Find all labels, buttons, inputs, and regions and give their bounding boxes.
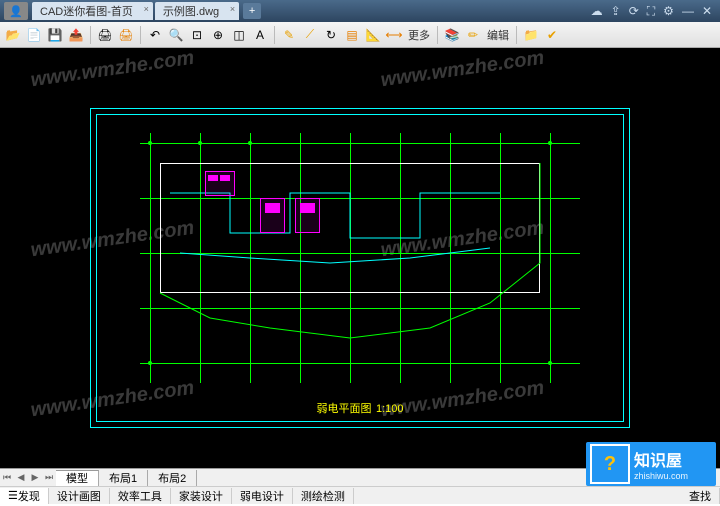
layout-tab-2[interactable]: 布局2 <box>148 470 197 486</box>
grid-line <box>140 308 580 309</box>
undo-button[interactable]: ↶ <box>146 26 164 44</box>
drawing-title: 弱电平面图 1:100 <box>317 400 404 416</box>
status-tab-tools[interactable]: 效率工具 <box>110 488 171 504</box>
nav-next-button[interactable]: ▶ <box>28 471 42 485</box>
line-icon[interactable]: ⟋ <box>301 26 319 44</box>
grid-point <box>148 141 152 145</box>
separator <box>437 26 438 44</box>
layers-icon[interactable]: 📚 <box>443 26 461 44</box>
title-bar: 👤 CAD迷你看图-首页 × 示例图.dwg × + ☁ ⇪ ⟳ ⛶ ⚙ — ✕ <box>0 0 720 22</box>
folder-icon[interactable]: 📁 <box>522 26 540 44</box>
text-button[interactable]: A <box>251 26 269 44</box>
pan-button[interactable]: ⊕ <box>209 26 227 44</box>
new-button[interactable]: 📄 <box>25 26 43 44</box>
equipment-icon <box>220 175 230 181</box>
grid-line <box>550 133 551 383</box>
add-tab-button[interactable]: + <box>243 3 261 19</box>
status-bar: ☰ 发现 设计画图 效率工具 家装设计 弱电设计 测绘检测 查找 <box>0 486 720 504</box>
edit-icon[interactable]: ✏ <box>464 26 482 44</box>
brand-title: 知识屋 <box>634 447 688 471</box>
tab-label: CAD迷你看图-首页 <box>40 3 133 19</box>
export-button[interactable]: 📤 <box>67 26 85 44</box>
fullscreen-icon[interactable]: ⛶ <box>647 4 655 19</box>
layer-icon[interactable]: ▤ <box>343 26 361 44</box>
status-tab-discover[interactable]: ☰ 发现 <box>0 488 49 504</box>
print-button[interactable]: 🖨 <box>96 26 114 44</box>
status-tab-design[interactable]: 设计画图 <box>49 488 110 504</box>
equipment-icon <box>265 203 280 213</box>
nav-last-button[interactable]: ⏭ <box>42 471 56 485</box>
layout-tab-1[interactable]: 布局1 <box>99 470 148 486</box>
share-icon[interactable]: ⇪ <box>611 4 621 19</box>
zoom-in-button[interactable]: 🔍 <box>167 26 185 44</box>
nav-first-button[interactable]: ⏮ <box>0 471 14 485</box>
tab-home[interactable]: CAD迷你看图-首页 × <box>32 2 153 20</box>
dimension-icon[interactable]: ⟷ <box>385 26 403 44</box>
minimize-icon[interactable]: — <box>682 4 694 19</box>
pencil-icon[interactable]: ✎ <box>280 26 298 44</box>
redo-icon[interactable]: ↻ <box>322 26 340 44</box>
window-controls: ☁ ⇪ ⟳ ⛶ ⚙ — ✕ <box>591 4 720 19</box>
separator <box>274 26 275 44</box>
grid-point <box>548 141 552 145</box>
brand-icon: ? <box>590 444 630 484</box>
status-tab-survey[interactable]: 测绘检测 <box>293 488 354 504</box>
layout-tab-model[interactable]: 模型 <box>56 470 99 486</box>
cloud-icon[interactable]: ☁ <box>591 4 603 19</box>
user-avatar-icon[interactable]: 👤 <box>4 2 28 20</box>
grid-point <box>148 361 152 365</box>
separator <box>140 26 141 44</box>
close-icon[interactable]: ✕ <box>702 4 712 19</box>
watermark: www.wmzhe.com <box>379 48 545 92</box>
grid-point <box>198 141 202 145</box>
separator <box>90 26 91 44</box>
grid-line <box>140 363 580 364</box>
toolbar: 📂 📄 💾 📤 🖨 🖨 ↶ 🔍 ⊡ ⊕ ◫ A ✎ ⟋ ↻ ▤ 📐 ⟷ 更多 📚… <box>0 22 720 48</box>
separator <box>516 26 517 44</box>
status-search[interactable]: 查找 <box>681 488 720 504</box>
close-icon[interactable]: × <box>144 4 149 14</box>
status-tab-home[interactable]: 家装设计 <box>171 488 232 504</box>
grid-line <box>140 143 580 144</box>
settings-icon[interactable]: ⚙ <box>663 4 674 19</box>
status-tab-elec[interactable]: 弱电设计 <box>232 488 293 504</box>
check-icon[interactable]: ✔ <box>543 26 561 44</box>
edit-label[interactable]: 编辑 <box>485 27 511 43</box>
measure-icon[interactable]: 📐 <box>364 26 382 44</box>
select-button[interactable]: ◫ <box>230 26 248 44</box>
open-button[interactable]: 📂 <box>4 26 22 44</box>
grid-point <box>548 361 552 365</box>
drawing-canvas[interactable]: www.wmzhe.com www.wmzhe.com www.wmzhe.co… <box>0 48 720 468</box>
save-button[interactable]: 💾 <box>46 26 64 44</box>
close-icon[interactable]: × <box>230 4 235 14</box>
grid-line <box>150 133 151 383</box>
print-preview-button[interactable]: 🖨 <box>117 26 135 44</box>
brand-url: zhishiwu.com <box>634 471 688 481</box>
equipment-icon <box>300 203 315 213</box>
refresh-icon[interactable]: ⟳ <box>629 4 639 19</box>
zoom-fit-button[interactable]: ⊡ <box>188 26 206 44</box>
equipment-icon <box>208 175 218 181</box>
tab-label: 示例图.dwg <box>163 3 219 19</box>
brand-overlay: ? 知识屋 zhishiwu.com <box>586 442 716 486</box>
watermark: www.wmzhe.com <box>29 48 195 92</box>
tab-file[interactable]: 示例图.dwg × <box>155 2 239 20</box>
more-label[interactable]: 更多 <box>406 27 432 43</box>
cad-drawing: 弱电平面图 1:100 <box>90 108 630 428</box>
floor-plan <box>150 143 570 373</box>
nav-prev-button[interactable]: ◀ <box>14 471 28 485</box>
grid-point <box>248 141 252 145</box>
